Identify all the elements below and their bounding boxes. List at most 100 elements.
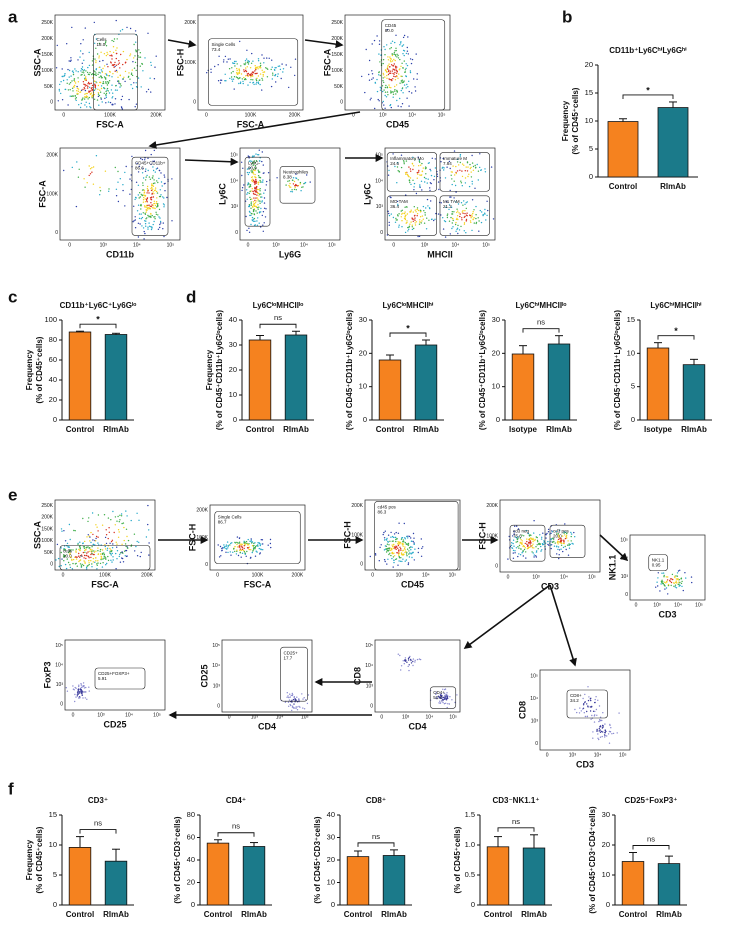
event-dot <box>405 543 407 545</box>
event-dot <box>262 164 264 166</box>
event-dot <box>512 549 515 552</box>
event-dot <box>466 162 469 164</box>
y-tick-label: 0 <box>205 562 208 568</box>
event-dot <box>116 89 118 91</box>
event-dot <box>405 659 407 661</box>
event-dot <box>96 526 98 528</box>
event-dot <box>390 213 392 215</box>
y-tick-label: 0 <box>606 900 610 909</box>
event-dot <box>107 81 109 83</box>
event-dot <box>253 210 255 212</box>
event-dot <box>100 87 103 90</box>
event-dot <box>596 730 598 732</box>
y-axis-label: (% of CD45⁺CD3⁺CD4⁺cells) <box>588 806 597 914</box>
event-dot <box>451 183 453 186</box>
event-dot <box>481 211 483 213</box>
panel-label: f <box>8 779 14 798</box>
event-dot <box>151 193 153 195</box>
event-dot <box>97 88 99 91</box>
significance-bracket <box>622 94 674 99</box>
event-dot <box>69 564 71 566</box>
y-tick-label: 60 <box>187 832 195 841</box>
event-dot <box>138 56 140 58</box>
event-dot <box>154 171 156 173</box>
y-axis-label: (% of CD45⁺CD11b⁺Ly6Gˡᵒcells) <box>215 310 224 430</box>
event-dot <box>525 557 527 559</box>
event-dot <box>274 73 277 76</box>
event-dot <box>438 188 440 191</box>
event-dot <box>146 192 148 194</box>
event-dot <box>391 79 393 82</box>
event-dot <box>74 84 76 87</box>
event-dot <box>408 105 410 107</box>
event-dot <box>673 585 675 587</box>
event-dot <box>474 167 477 169</box>
event-dot <box>256 191 258 193</box>
event-dot <box>133 43 135 46</box>
event-dot <box>589 698 591 700</box>
event-dot <box>410 221 412 223</box>
event-dot <box>162 196 164 198</box>
x-tick-label: 10³ <box>421 242 429 248</box>
y-tick-label: 10 <box>602 870 610 879</box>
event-dot <box>214 65 216 68</box>
event-dot <box>453 211 455 213</box>
event-dot <box>400 538 403 540</box>
event-dot <box>255 189 257 191</box>
event-dot <box>236 541 238 544</box>
event-dot <box>403 212 406 215</box>
event-dot <box>144 213 147 215</box>
event-dot <box>124 80 126 83</box>
event-dot <box>236 543 238 546</box>
event-dot <box>449 196 451 198</box>
event-dot <box>413 543 415 545</box>
event-dot <box>408 80 410 83</box>
event-dot <box>253 208 255 211</box>
y-tick-label: 10³ <box>213 683 221 689</box>
event-dot <box>407 657 410 660</box>
event-dot <box>422 218 424 220</box>
y-tick-label: 40 <box>187 855 195 864</box>
event-dot <box>389 549 392 551</box>
y-tick-label: 200K <box>46 153 58 159</box>
event-dot <box>217 544 219 546</box>
event-dot <box>660 583 662 585</box>
event-dot <box>141 63 144 65</box>
event-dot <box>152 205 154 207</box>
event-dot <box>450 196 452 198</box>
event-dot <box>465 166 467 168</box>
y-tick-label: 100K <box>351 532 363 538</box>
x-tick-label: 0 <box>371 572 374 578</box>
y-tick-label: 10⁵ <box>212 643 220 649</box>
event-dot <box>514 536 517 538</box>
event-dot <box>94 42 96 44</box>
event-dot <box>144 232 146 235</box>
event-dot <box>404 549 406 551</box>
event-dot <box>113 531 115 534</box>
event-dot <box>238 541 241 543</box>
event-dot <box>469 220 472 222</box>
event-dot <box>479 166 481 169</box>
event-dot <box>105 54 108 57</box>
event-dot <box>147 523 149 526</box>
event-dot <box>402 543 405 545</box>
event-dot <box>75 696 77 698</box>
x-tick-label: 10⁵ <box>328 242 336 248</box>
event-dot <box>451 222 453 224</box>
event-dot <box>126 546 128 548</box>
event-dot <box>446 216 449 219</box>
event-dot <box>233 88 235 90</box>
event-dot <box>677 570 680 572</box>
event-dot <box>397 203 399 205</box>
event-dot <box>452 165 454 167</box>
event-dot <box>238 71 241 73</box>
event-dot <box>424 181 426 183</box>
event-dot <box>106 89 108 91</box>
event-dot <box>511 547 513 549</box>
event-dot <box>255 83 257 85</box>
y-tick-label: 0 <box>50 562 53 568</box>
event-dot <box>82 517 84 520</box>
event-dot <box>674 575 676 577</box>
event-dot <box>120 53 122 56</box>
event-dot <box>435 212 437 215</box>
